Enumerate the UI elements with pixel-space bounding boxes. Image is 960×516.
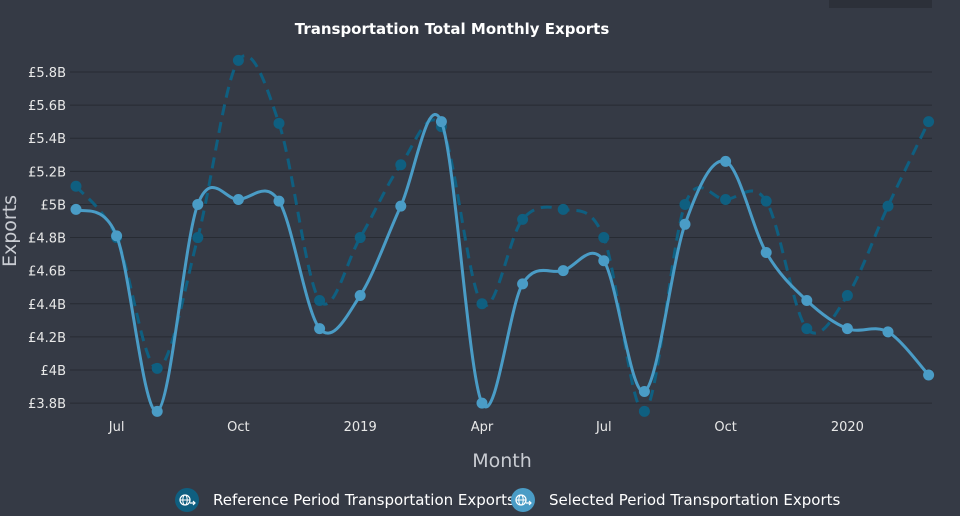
data-point[interactable] <box>476 397 488 409</box>
y-tick-label: £5.2B <box>28 165 66 180</box>
x-tick-label: Oct <box>227 420 249 435</box>
data-point[interactable] <box>841 290 853 301</box>
legend-item-selected[interactable]: Selected Period Transportation Exports <box>511 488 841 512</box>
y-tick-label: £3.8B <box>28 397 66 412</box>
y-tick-label: £4.6B <box>28 265 66 280</box>
x-tick-label: Jul <box>108 420 125 435</box>
data-point[interactable] <box>151 405 163 417</box>
x-tick-label: Apr <box>471 420 494 435</box>
x-axis-title: Month <box>472 450 532 472</box>
data-point[interactable] <box>598 255 610 267</box>
x-tick-label: Oct <box>714 420 736 435</box>
x-tick-label: 2019 <box>344 420 377 435</box>
data-point[interactable] <box>841 323 853 335</box>
data-point[interactable] <box>70 180 82 192</box>
data-point[interactable] <box>70 203 82 215</box>
data-point[interactable] <box>232 193 244 205</box>
data-point[interactable] <box>354 290 366 301</box>
legend[interactable]: Reference Period Transportation Exports S… <box>175 488 841 512</box>
data-point[interactable] <box>151 362 163 374</box>
data-point[interactable] <box>476 298 488 310</box>
data-point[interactable] <box>720 193 732 205</box>
data-point[interactable] <box>557 265 569 277</box>
data-point[interactable] <box>760 246 772 258</box>
data-point[interactable] <box>192 232 204 244</box>
data-point[interactable] <box>638 405 650 417</box>
data-point[interactable] <box>232 54 244 66</box>
x-axis-ticks: Jul Oct 2019 Apr Jul Oct 2020 <box>108 420 864 435</box>
y-tick-label: £4B <box>41 364 66 379</box>
data-point[interactable] <box>273 195 285 207</box>
data-point[interactable] <box>354 232 366 244</box>
legend-label: Selected Period Transportation Exports <box>549 491 841 509</box>
y-tick-label: £5.8B <box>28 66 66 81</box>
data-point[interactable] <box>679 218 691 230</box>
chart-toolbar[interactable] <box>829 0 932 8</box>
selected-series <box>70 112 935 417</box>
data-point[interactable] <box>923 369 935 381</box>
chart-title: Transportation Total Monthly Exports <box>295 20 610 38</box>
data-point[interactable] <box>111 230 123 242</box>
globe-arrow-icon <box>179 494 196 506</box>
legend-item-reference[interactable]: Reference Period Transportation Exports <box>175 488 515 512</box>
reference-series <box>70 54 935 417</box>
y-tick-label: £5.6B <box>28 99 66 114</box>
data-point[interactable] <box>801 294 813 306</box>
x-tick-label: 2020 <box>831 420 864 435</box>
y-tick-label: £4.2B <box>28 331 66 346</box>
x-tick-label: Jul <box>595 420 612 435</box>
data-point[interactable] <box>314 323 326 335</box>
y-axis-title: Exports <box>0 195 21 267</box>
series-line <box>75 112 930 413</box>
data-point[interactable] <box>435 116 447 128</box>
data-point[interactable] <box>720 155 732 167</box>
y-axis-ticks: £3.8B £4B £4.2B £4.4B £4.6B £4.8B £5B £5.2B £5.4… <box>28 66 66 412</box>
y-tick-label: £4.8B <box>28 232 66 247</box>
data-point[interactable] <box>760 195 772 207</box>
series <box>70 54 935 417</box>
data-point[interactable] <box>679 198 691 210</box>
data-point[interactable] <box>517 278 529 290</box>
data-point[interactable] <box>882 200 894 212</box>
y-tick-label: £5B <box>41 198 66 213</box>
y-tick-label: £4.4B <box>28 298 66 313</box>
data-point[interactable] <box>801 323 813 335</box>
data-point[interactable] <box>638 386 650 398</box>
data-point[interactable] <box>557 203 569 215</box>
data-point[interactable] <box>395 200 407 212</box>
data-point[interactable] <box>314 294 326 306</box>
data-point[interactable] <box>882 326 894 338</box>
data-point[interactable] <box>598 232 610 244</box>
data-point[interactable] <box>395 159 407 171</box>
legend-label: Reference Period Transportation Exports <box>213 491 515 509</box>
data-point[interactable] <box>923 116 935 128</box>
data-point[interactable] <box>273 117 285 129</box>
data-point[interactable] <box>517 213 529 225</box>
data-point[interactable] <box>192 198 204 210</box>
y-tick-label: £5.4B <box>28 132 66 147</box>
globe-arrow-icon <box>515 494 532 506</box>
